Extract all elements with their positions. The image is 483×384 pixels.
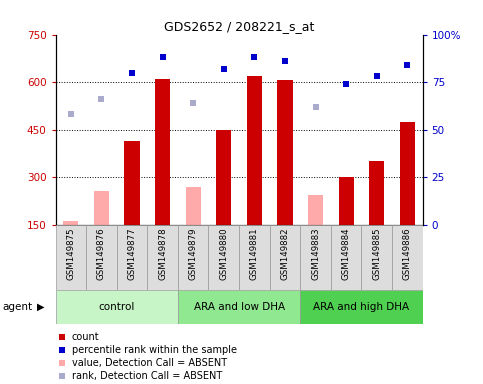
Point (310, 294, 318, 300)
Text: GSM149878: GSM149878 (158, 228, 167, 280)
Bar (178, 290, 300, 324)
Bar (270, 225, 300, 290)
Text: ARA and high DHA: ARA and high DHA (313, 302, 410, 312)
Title: GDS2652 / 208221_s_at: GDS2652 / 208221_s_at (164, 20, 314, 33)
Bar (125, 141, 140, 225)
Text: GSM149876: GSM149876 (97, 228, 106, 280)
Text: GSM149885: GSM149885 (372, 228, 381, 280)
Bar (209, 225, 239, 290)
Point (220, 66, 227, 72)
Bar (147, 225, 178, 290)
Bar (86, 225, 117, 290)
Point (189, 100, 197, 106)
Bar (300, 225, 331, 290)
Bar (239, 225, 270, 290)
Text: count: count (72, 332, 99, 342)
Bar (216, 130, 231, 225)
Point (159, 54, 167, 60)
Point (310, 176, 318, 182)
Bar (117, 225, 147, 290)
Bar (277, 81, 293, 225)
Text: rank, Detection Call = ABSENT: rank, Detection Call = ABSENT (72, 371, 222, 381)
Bar (308, 195, 323, 225)
Text: GSM149881: GSM149881 (250, 228, 259, 280)
Bar (361, 225, 392, 290)
Bar (56, 225, 86, 290)
Point (373, 73, 381, 79)
Text: percentile rank within the sample: percentile rank within the sample (72, 345, 237, 355)
Text: ARA and low DHA: ARA and low DHA (194, 302, 284, 312)
Bar (331, 225, 361, 290)
Text: GSM149877: GSM149877 (128, 228, 137, 280)
Text: control: control (99, 302, 135, 312)
Text: GSM149884: GSM149884 (341, 228, 351, 280)
Bar (369, 161, 384, 225)
Text: GSM149880: GSM149880 (219, 228, 228, 280)
Point (403, 62, 411, 68)
Text: GSM149883: GSM149883 (311, 228, 320, 280)
Point (310, 58, 318, 65)
Point (312, 104, 319, 110)
Bar (56, 290, 178, 324)
Point (128, 70, 136, 76)
Bar (400, 122, 415, 225)
Point (342, 81, 350, 87)
Text: GSM149875: GSM149875 (66, 228, 75, 280)
Bar (63, 222, 78, 225)
Bar (339, 177, 354, 225)
Point (67, 111, 75, 118)
Bar (94, 191, 109, 225)
Bar (178, 225, 209, 290)
Text: GSM149882: GSM149882 (281, 228, 289, 280)
Bar (300, 290, 423, 324)
Bar (185, 187, 201, 225)
Bar (155, 79, 170, 225)
Point (281, 58, 289, 64)
Bar (392, 225, 423, 290)
Text: agent: agent (2, 302, 32, 312)
Text: GSM149886: GSM149886 (403, 228, 412, 280)
Point (98, 96, 105, 102)
Text: GSM149879: GSM149879 (189, 228, 198, 280)
Text: value, Detection Call = ABSENT: value, Detection Call = ABSENT (72, 358, 227, 367)
Bar (247, 76, 262, 225)
Text: ▶: ▶ (37, 302, 44, 312)
Point (251, 54, 258, 60)
